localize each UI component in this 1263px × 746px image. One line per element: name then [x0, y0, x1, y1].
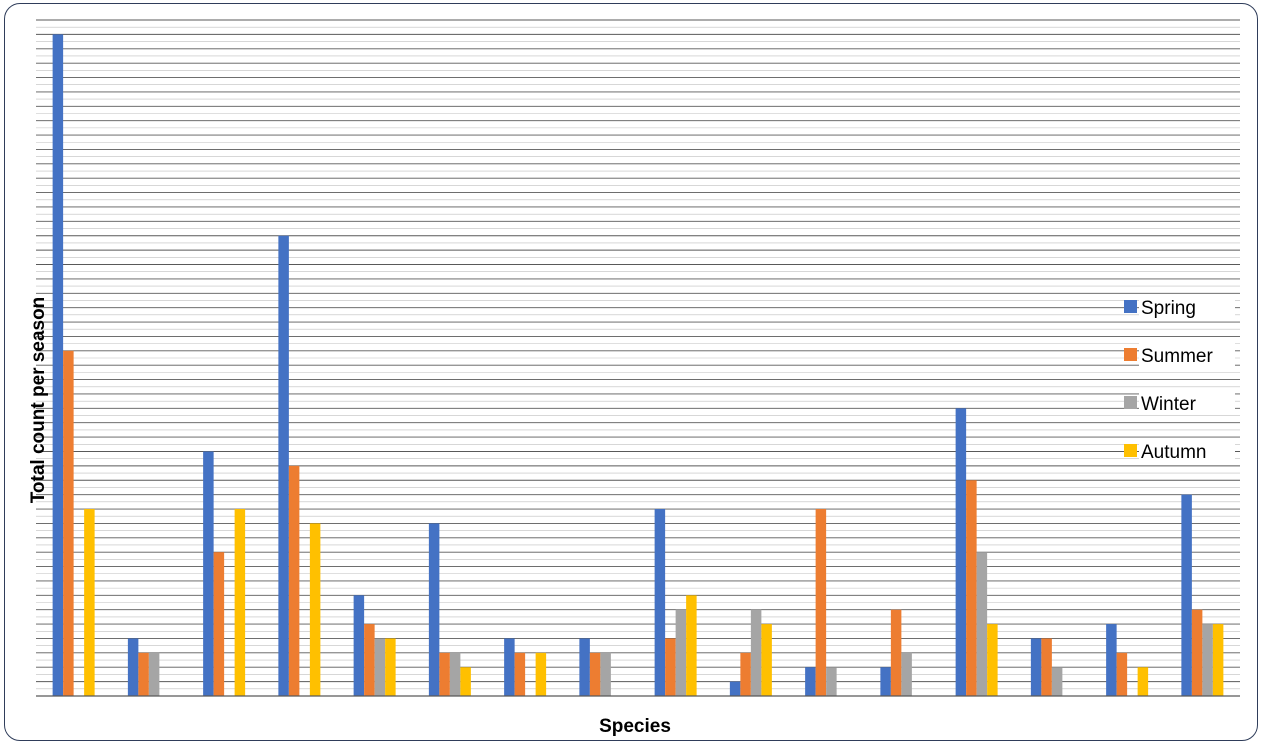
bar-summer	[890, 609, 902, 696]
bar-spring	[203, 451, 214, 696]
bar-winter	[148, 652, 160, 696]
bar-winter	[675, 609, 687, 696]
bar-spring	[880, 667, 891, 696]
legend-swatch-spring	[1124, 300, 1137, 313]
legend-label-summer: Summer	[1141, 346, 1213, 367]
bar-winter	[976, 552, 988, 696]
bar-spring	[353, 595, 365, 696]
bar-spring	[52, 34, 64, 696]
bar-autumn	[309, 523, 321, 696]
bar-summer	[1116, 652, 1128, 696]
bar-summer	[63, 350, 74, 696]
legend-label-autumn: Autumn	[1141, 442, 1206, 463]
bar-winter	[826, 667, 837, 696]
bar-summer	[815, 509, 827, 696]
bar-autumn	[234, 509, 246, 696]
bar-summer	[1041, 638, 1052, 696]
bar-summer	[213, 552, 225, 696]
bar-spring	[504, 638, 515, 696]
bar-summer	[665, 638, 676, 696]
bar-autumn	[84, 509, 95, 696]
bar-winter	[1051, 667, 1063, 696]
bar-spring	[1106, 624, 1117, 696]
bar-summer	[439, 652, 450, 696]
legend-label-background	[1139, 391, 1235, 415]
legend-swatch-winter	[1124, 396, 1137, 409]
legend: Spring Summer Winter Autumn	[1124, 295, 1235, 463]
bar-spring	[127, 638, 139, 696]
bar-summer	[514, 652, 526, 696]
bar-winter	[449, 652, 461, 696]
legend-label-spring: Spring	[1141, 298, 1196, 319]
bar-winter	[901, 652, 912, 696]
bar-autumn	[1137, 667, 1149, 696]
bar-autumn	[385, 638, 396, 696]
bar-spring	[729, 681, 741, 696]
bar-spring	[278, 235, 289, 696]
bar-summer	[966, 480, 977, 696]
bar-autumn	[686, 595, 697, 696]
bar-summer	[740, 652, 751, 696]
bar-summer	[138, 652, 149, 696]
bar-spring	[654, 509, 666, 696]
bar-autumn	[1212, 624, 1224, 696]
bar-autumn	[761, 624, 772, 696]
bar-summer	[589, 652, 601, 696]
bars	[52, 34, 1224, 696]
bar-autumn	[535, 652, 547, 696]
legend-label-background	[1139, 439, 1235, 463]
bar-winter	[600, 652, 611, 696]
legend-swatch-summer	[1124, 348, 1137, 361]
bar-spring	[579, 638, 590, 696]
bar-autumn	[987, 624, 998, 696]
x-axis-title: Species	[599, 716, 671, 737]
bar-summer	[364, 624, 375, 696]
bar-winter	[1202, 624, 1213, 696]
bar-spring	[428, 523, 440, 696]
bar-spring	[1030, 638, 1042, 696]
legend-label-winter: Winter	[1141, 394, 1197, 415]
legend-label-background	[1139, 295, 1235, 319]
bar-autumn	[460, 667, 471, 696]
bar-summer	[1191, 609, 1203, 696]
legend-label-background	[1139, 343, 1235, 367]
legend-swatch-autumn	[1124, 444, 1137, 457]
y-axis-title: Total count per season	[28, 297, 49, 504]
bar-spring	[1181, 494, 1192, 696]
bar-spring	[955, 408, 967, 696]
bar-summer	[288, 465, 300, 696]
bar-spring	[805, 667, 816, 696]
bar-winter	[750, 609, 762, 696]
bar-winter	[374, 638, 386, 696]
